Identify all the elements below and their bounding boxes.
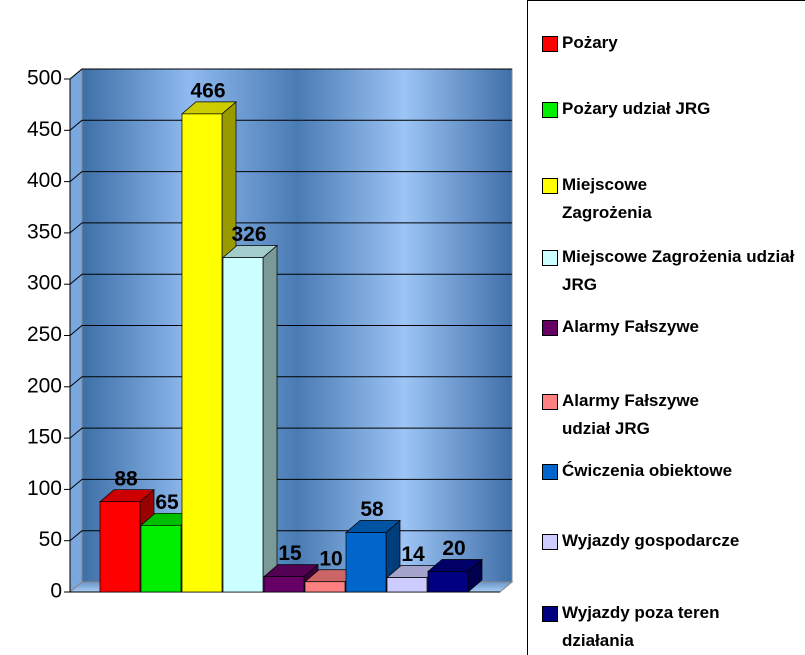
bar [181, 113, 223, 593]
legend-swatch [542, 394, 558, 410]
legend-label: Wyjazdy gospodarcze [562, 531, 740, 550]
legend-entry: Alarmy Fałszywe [542, 313, 805, 341]
bar [99, 501, 141, 593]
y-tick-label: 150 [27, 426, 62, 449]
bar [304, 581, 346, 593]
y-tick-label: 500 [27, 67, 62, 90]
bar-side [262, 244, 278, 593]
y-tick-label: 200 [27, 374, 62, 397]
legend-swatch [542, 464, 558, 480]
legend-entry: Pożary [542, 29, 805, 57]
legend-swatch [542, 320, 558, 336]
legend-entry: Alarmy Fałszywe udział JRG [542, 387, 732, 443]
y-tick-label: 0 [50, 580, 62, 603]
grid-line [69, 325, 83, 336]
legend-label: Ćwiczenia obiektowe [562, 461, 733, 480]
legend-entry: Wyjazdy poza teren działania [542, 599, 762, 655]
legend-swatch [542, 606, 558, 622]
grid-line [69, 119, 83, 131]
y-tick-label: 300 [27, 272, 62, 295]
legend-label: Wyjazdy poza teren działania [562, 603, 720, 650]
bar [263, 576, 305, 593]
grid-line [69, 479, 83, 490]
legend-label: Pożary udział JRG [562, 99, 711, 118]
legend-label: Pożary [562, 33, 618, 52]
y-tick-label: 100 [27, 477, 62, 500]
grid-line [69, 427, 83, 439]
y-tick-label: 350 [27, 220, 62, 243]
data-label: 88 [114, 467, 138, 490]
bar [427, 571, 469, 593]
grid-line [69, 68, 83, 80]
legend-entry: Miejscowe Zagrożenia [542, 171, 722, 227]
data-label: 58 [360, 498, 384, 521]
data-label: 10 [319, 547, 342, 570]
y-tick-label: 400 [27, 169, 62, 192]
legend-swatch [542, 178, 558, 194]
legend: Pożary Pożary udział JRG Miejscowe Zagroże… [527, 0, 805, 655]
grid-line [69, 222, 83, 234]
legend-entry: Pożary udział JRG [542, 95, 805, 123]
grid-line [69, 171, 83, 182]
legend-label: Alarmy Fałszywe udział JRG [562, 391, 700, 438]
legend-label: Miejscowe Zagrożenia udział JRG [562, 247, 795, 294]
legend-entry: Wyjazdy gospodarcze [542, 527, 805, 555]
grid-line [69, 273, 83, 285]
grid-line [69, 530, 83, 542]
data-label: 15 [278, 542, 302, 565]
bar [222, 257, 264, 593]
legend-swatch [542, 250, 558, 266]
legend-label: Miejscowe Zagrożenia [562, 175, 652, 222]
data-label: 20 [442, 537, 465, 560]
bar [345, 532, 387, 593]
bar [140, 524, 182, 593]
legend-swatch [542, 102, 558, 118]
y-tick-label: 250 [27, 323, 62, 346]
plot: 0 50 100 150 200 250 300 350 400 450 500 88 65 466 326… [27, 67, 514, 603]
legend-label: Alarmy Fałszywe [562, 317, 700, 336]
y-tick-label: 450 [27, 118, 62, 141]
data-label: 326 [231, 223, 266, 246]
bar [386, 577, 428, 593]
data-label: 14 [401, 543, 425, 566]
data-label: 65 [155, 491, 179, 514]
legend-swatch [542, 36, 558, 52]
legend-entry: Miejscowe Zagrożenia udział JRG [542, 243, 805, 299]
legend-swatch [542, 534, 558, 550]
legend-entry: Ćwiczenia obiektowe [542, 457, 805, 485]
y-tick-label: 50 [39, 528, 62, 551]
data-label: 466 [190, 79, 225, 102]
grid-line [69, 376, 83, 388]
